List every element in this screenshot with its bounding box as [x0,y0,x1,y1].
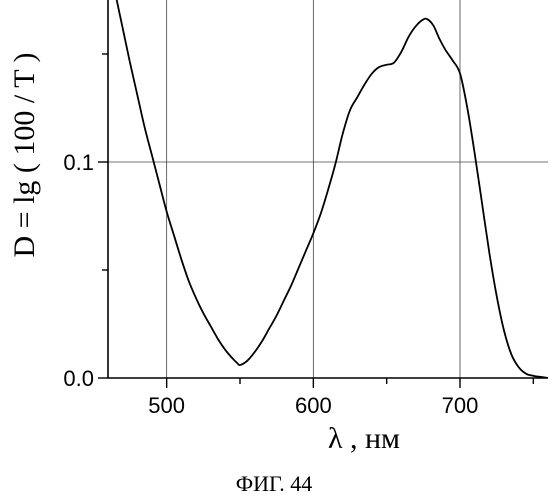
y-tick-label-0.1: 0.1 [63,150,94,175]
series [115,0,548,378]
series-line-0 [115,0,548,378]
x-axis-title: λ , нм [328,422,400,455]
grid [108,0,548,378]
axes [107,0,548,379]
figure-caption: ФИГ. 44 [236,471,313,496]
y-tick-label-0.0: 0.0 [63,366,94,391]
y-axis-title: D = lg ( 100 / T ) [8,53,41,258]
ticks: 500 600 700 0.0 0.1 [63,53,535,418]
x-tick-label-600: 600 [295,393,332,418]
x-tick-label-700: 700 [442,393,479,418]
x-tick-label-500: 500 [148,393,185,418]
